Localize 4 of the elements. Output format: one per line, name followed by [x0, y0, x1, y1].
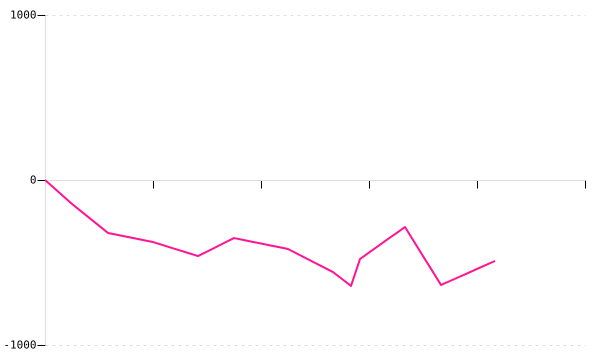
line-series	[44, 179, 496, 287]
y-tick-label: 1000	[10, 8, 36, 22]
y-tick-label: -1000	[3, 338, 36, 352]
y-tick-label: 0	[30, 174, 36, 186]
